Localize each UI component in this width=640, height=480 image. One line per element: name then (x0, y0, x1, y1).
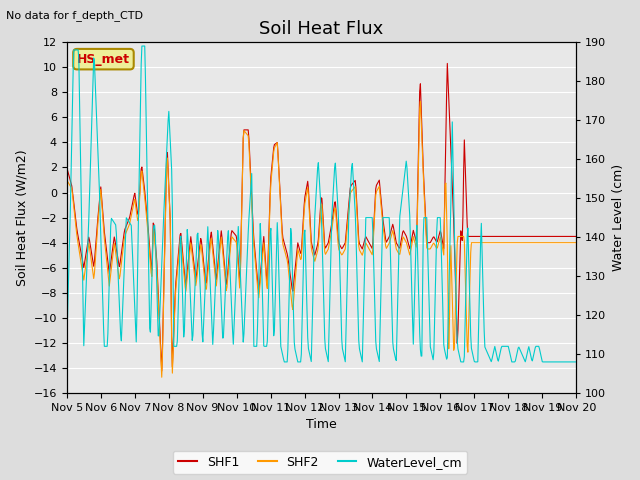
Y-axis label: Soil Heat Flux (W/m2): Soil Heat Flux (W/m2) (15, 149, 28, 286)
Title: Soil Heat Flux: Soil Heat Flux (259, 20, 383, 38)
Legend: SHF1, SHF2, WaterLevel_cm: SHF1, SHF2, WaterLevel_cm (173, 451, 467, 474)
Text: HS_met: HS_met (77, 53, 130, 66)
Text: No data for f_depth_CTD: No data for f_depth_CTD (6, 10, 143, 21)
X-axis label: Time: Time (306, 419, 337, 432)
Y-axis label: Water Level (cm): Water Level (cm) (612, 164, 625, 271)
